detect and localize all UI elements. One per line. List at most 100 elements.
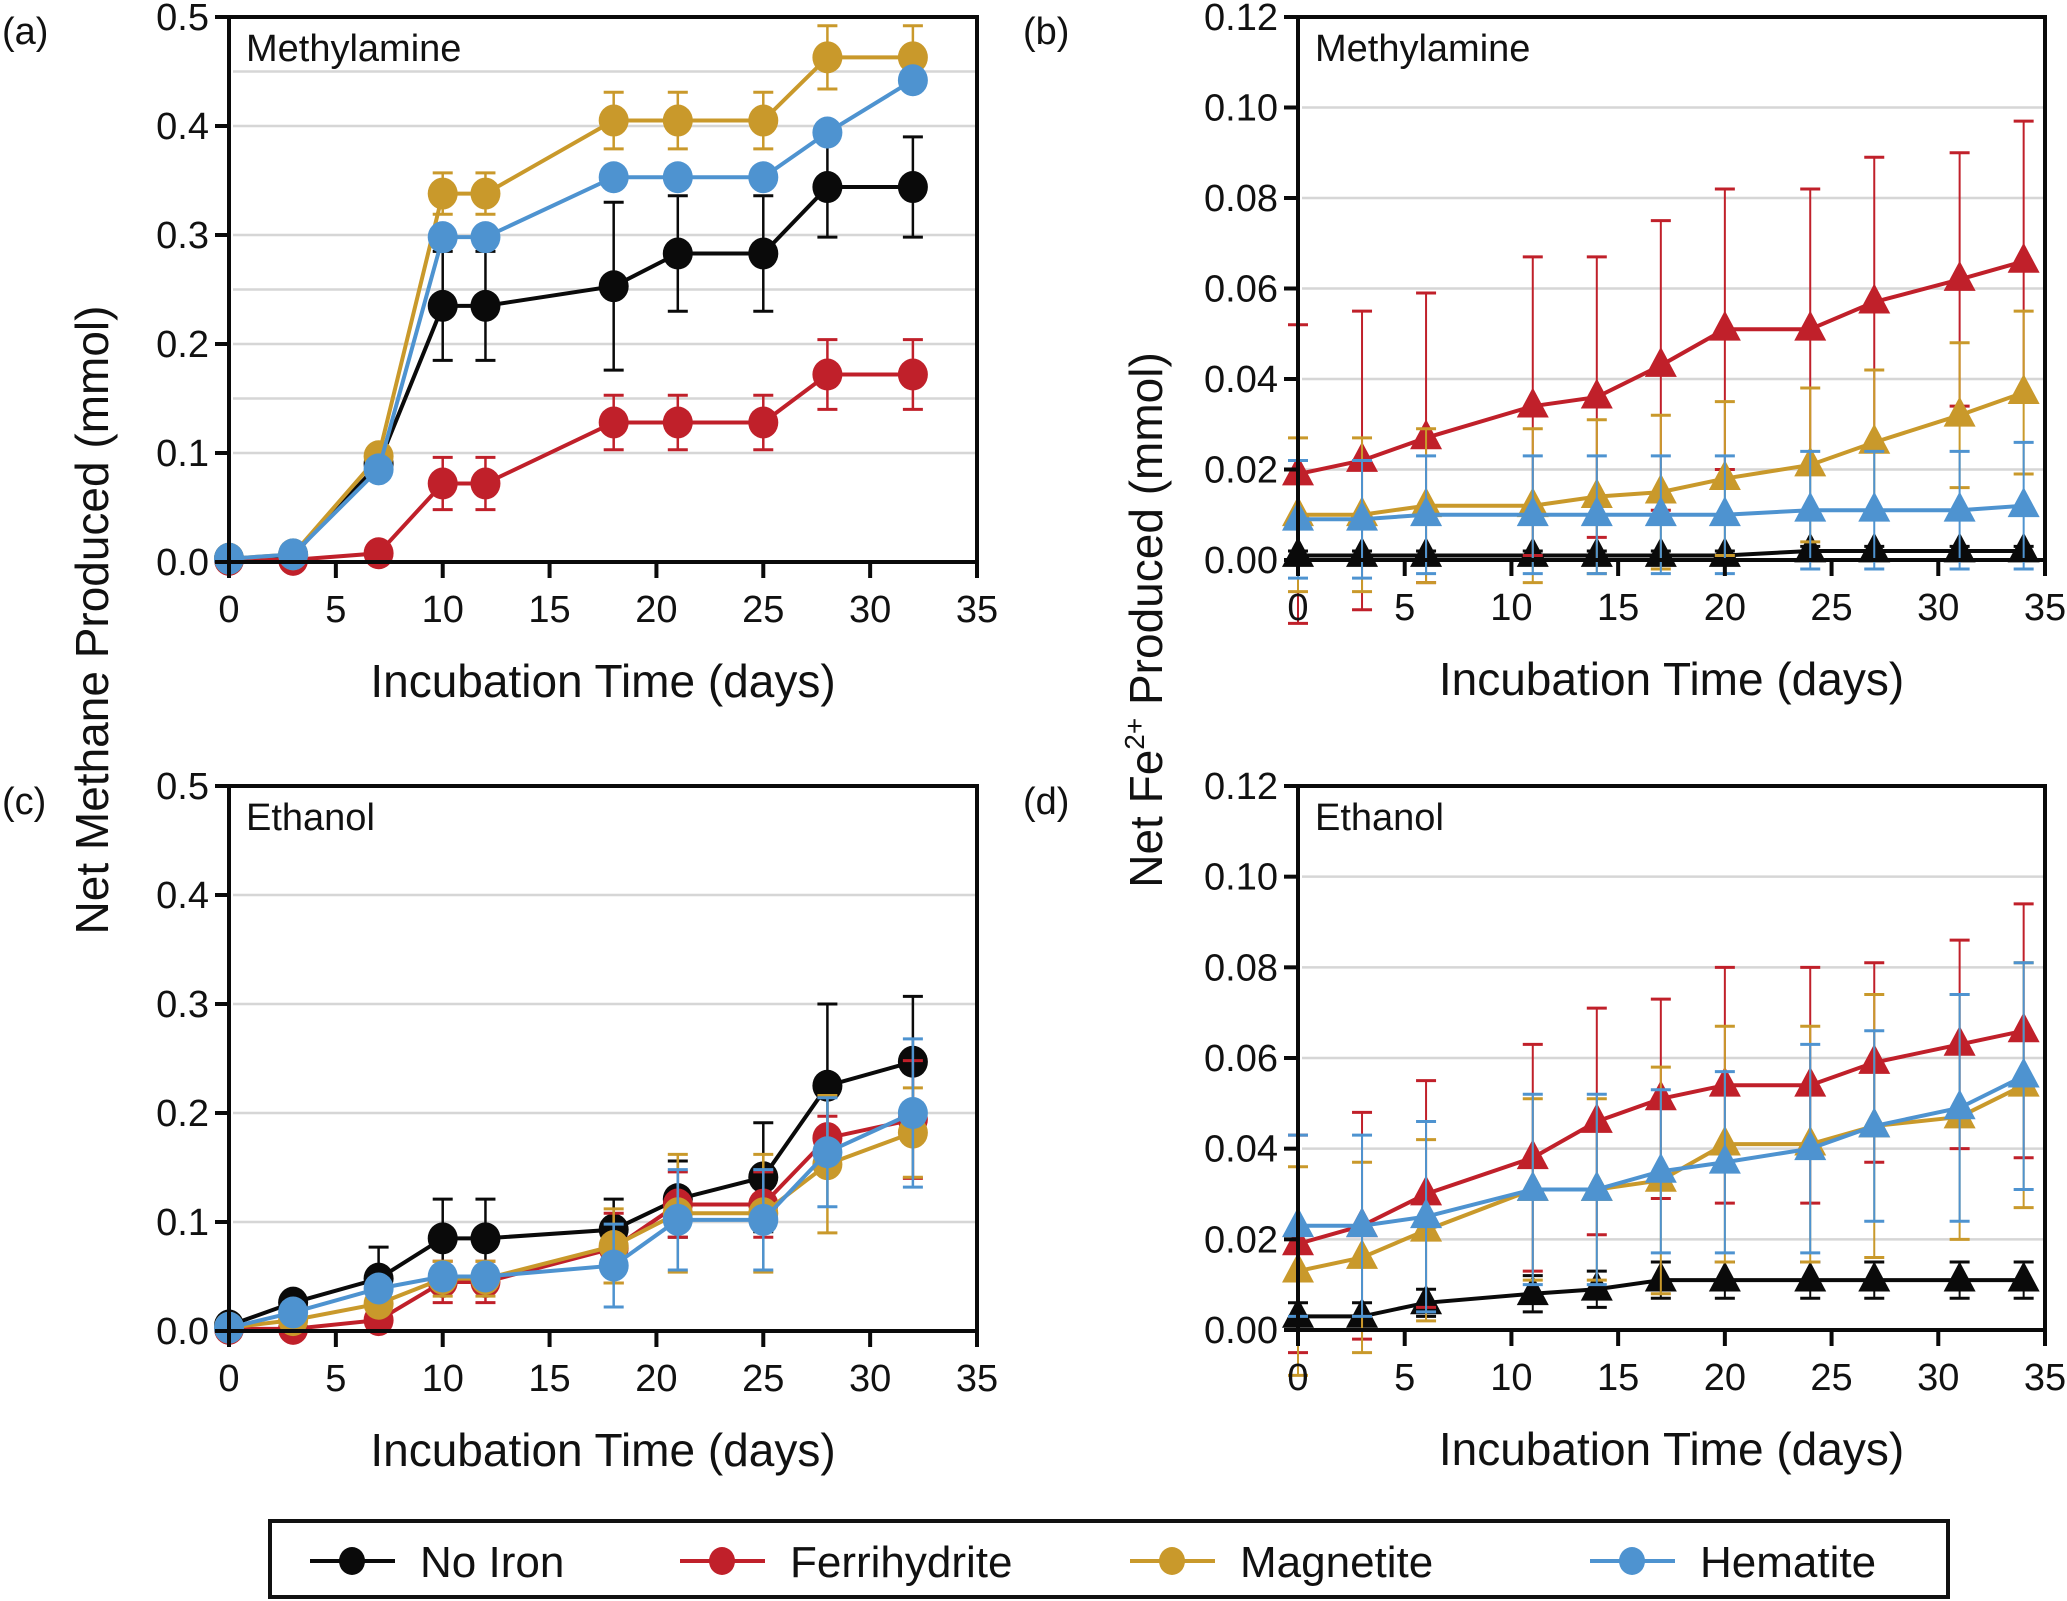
x-axis-label: Incubation Time (days) <box>370 1424 835 1476</box>
y-axis-label-fe-suffix: Produced (mmol) <box>1120 352 1172 718</box>
data-point <box>897 64 928 97</box>
x-tick-label: 15 <box>1597 1357 1639 1399</box>
series-line <box>229 1117 914 1331</box>
x-tick-label: 20 <box>1704 587 1746 629</box>
x-tick-label: 25 <box>742 589 784 631</box>
y-tick-label: 0.0 <box>156 542 209 584</box>
data-point <box>1346 500 1379 531</box>
y-tick-label: 0.08 <box>1204 947 1278 989</box>
series-line <box>228 1130 914 1330</box>
data-point <box>1943 491 1976 522</box>
data-point <box>1708 496 1741 527</box>
y-tick-label: 0.12 <box>1204 766 1278 808</box>
data-point <box>598 1249 629 1282</box>
data-point <box>748 406 779 439</box>
data-point <box>470 1260 501 1293</box>
legend-item-magnetite: Magnetite <box>1130 1538 1433 1587</box>
data-point <box>363 537 394 570</box>
data-point <box>1858 423 1891 454</box>
data-point <box>1410 1198 1443 1229</box>
y-tick-label: 0.3 <box>156 215 209 257</box>
data-point <box>1346 1207 1379 1238</box>
data-point <box>748 104 779 137</box>
y-tick-label: 0.04 <box>1204 359 1278 401</box>
data-point <box>897 1097 928 1129</box>
x-tick-label: 35 <box>2024 1357 2066 1399</box>
data-point <box>1794 1130 1827 1161</box>
data-point <box>1644 496 1677 527</box>
data-point <box>1410 496 1443 527</box>
y-tick-label: 0.06 <box>1204 269 1278 311</box>
legend-label: Magnetite <box>1240 1538 1433 1587</box>
series-no-iron <box>214 135 928 575</box>
panels: (a) Methylamine 0.0 0.1 0.2 0.3 0.4 0.5 0 5 10 15 20… <box>2 0 2066 1476</box>
data-point <box>662 161 693 194</box>
panel-title: Methylamine <box>246 28 461 70</box>
series-hematite <box>214 64 928 575</box>
data-point <box>1708 310 1741 341</box>
data-point <box>427 1260 458 1293</box>
data-point <box>427 289 458 322</box>
x-tick-label: 0 <box>218 1358 239 1400</box>
data-point <box>1708 1143 1741 1174</box>
y-tick-label: 0.02 <box>1204 1219 1278 1261</box>
data-point <box>897 171 928 204</box>
panel-label: (a) <box>2 11 48 53</box>
plot-frame <box>227 784 979 1333</box>
x-tick-label: 35 <box>956 1358 998 1400</box>
data-point <box>1794 1261 1827 1292</box>
series-ferrihydrite <box>214 1059 928 1345</box>
data-point <box>1858 491 1891 522</box>
legend-marker <box>339 1547 365 1575</box>
y-tick-label: 0.04 <box>1204 1129 1278 1171</box>
data-point <box>598 270 629 303</box>
x-tick-label: 0 <box>1287 1357 1308 1399</box>
data-point <box>1943 396 1976 427</box>
panel-title: Ethanol <box>1315 797 1444 839</box>
y-tick-label: 0.4 <box>156 875 209 917</box>
data-point <box>812 41 843 74</box>
series-line <box>229 372 913 562</box>
data-point <box>2007 242 2040 273</box>
data-point <box>662 104 693 137</box>
x-tick-label: 15 <box>1597 587 1639 629</box>
panel-label: (d) <box>1023 781 1069 823</box>
legend-marker <box>1619 1547 1645 1575</box>
y-tick-label: 0.10 <box>1204 88 1278 130</box>
data-point <box>470 221 501 254</box>
x-tick-label: 0 <box>218 589 239 631</box>
x-tick-label: 10 <box>422 1358 464 1400</box>
x-tick-label: 10 <box>1490 1357 1532 1399</box>
data-point <box>812 1069 843 1102</box>
data-point <box>748 237 779 270</box>
data-point <box>1858 283 1891 314</box>
data-point <box>2007 1261 2040 1292</box>
y-axis-label-fe-prefix: Net Fe <box>1120 750 1172 888</box>
x-tick-label: 30 <box>1917 587 1959 629</box>
data-point <box>1580 496 1613 527</box>
x-axis-label: Incubation Time (days) <box>1439 653 1904 705</box>
data-point <box>748 1203 779 1236</box>
data-point <box>2007 373 2040 404</box>
y-tick-label: 0.1 <box>156 1202 209 1244</box>
data-point <box>598 104 629 137</box>
y-tick-label: 0.5 <box>156 766 209 808</box>
data-point <box>812 116 843 149</box>
data-point <box>1516 1170 1549 1201</box>
legend-label: No Iron <box>420 1538 564 1587</box>
data-point <box>812 1136 843 1169</box>
y-tick-label: 0.10 <box>1204 857 1278 899</box>
y-tick-label: 0.2 <box>156 324 209 366</box>
data-point <box>1943 1261 1976 1292</box>
data-point <box>1644 346 1677 377</box>
y-tick-label: 0.06 <box>1204 1038 1278 1080</box>
data-point <box>1858 1261 1891 1292</box>
y-tick-label: 0.00 <box>1204 1310 1278 1352</box>
data-point <box>1516 1275 1549 1306</box>
y-axis-label-methane: Net Methane Produced (mmol) <box>66 306 118 935</box>
panel-c: (c) Ethanol 0.0 0.1 0.2 0.3 0.4 0.5 0 5 10 15 20 25 30… <box>2 766 998 1476</box>
y-tick-label: 0.02 <box>1204 450 1278 492</box>
data-point <box>363 1272 394 1305</box>
x-tick-label: 15 <box>528 589 570 631</box>
